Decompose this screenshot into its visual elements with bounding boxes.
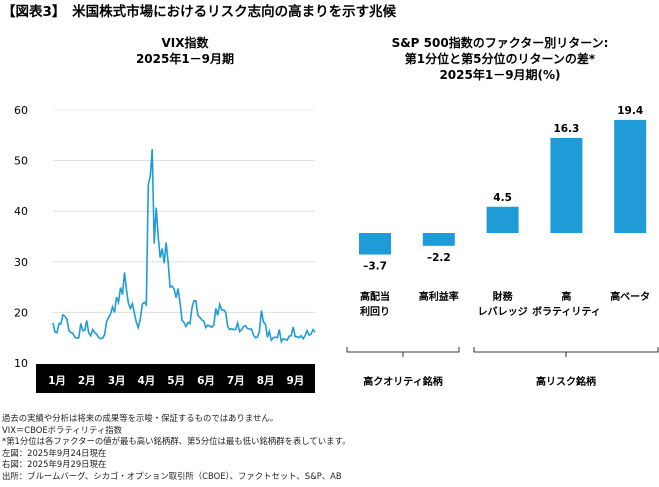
footnotes: 過去の実績や分析は将来の成果等を示唆・保証するものではありません。 VIX＝CB… [2,413,350,482]
category-label: 財務 [492,290,514,303]
x-tick-label: 4月 [137,375,155,387]
y-tick-label: 30 [14,256,28,269]
category-label: ボラティリティ [532,305,601,318]
factor-subtitle: 第1分位と第5分位のリターンの差* [404,52,596,66]
bar-value-label: 4.5 [493,192,512,204]
bar-value-label: 16.3 [553,123,579,135]
category-label: レバレッジ [478,306,528,318]
bar [614,119,647,233]
bar [359,233,391,255]
factor-subtitle2: 2025年1－9月期(%) [439,68,561,82]
note: 過去の実績や分析は将来の成果等を示唆・保証するものではありません。 [2,413,279,423]
group-label: 高クオリティ銘柄 [363,375,442,388]
y-tick-label: 60 [14,104,28,117]
bar [486,206,519,233]
x-tick-label: 6月 [197,375,215,387]
x-tick-label: 9月 [286,375,304,387]
bar-value-label: 19.4 [617,105,643,117]
note: VIX＝CBOEボラティリティ指数 [2,424,123,435]
vix-chart-title: VIX指数 2025年1－9月期 [90,35,280,67]
category-label: 高配当 [360,290,390,303]
group-bracket [346,347,460,357]
note: 出所：ブルームバーグ、シカゴ・オプション取引所（CBOE）、ファクトセット、S&… [2,470,342,481]
x-axis-band [36,364,315,393]
note: 左図：2025年9月24日現在 [2,447,107,458]
bar-value-label: –3.7 [363,261,387,273]
category-label: 高利益率 [419,290,459,303]
bar-value-label: –2.2 [427,252,451,264]
bar [422,233,455,246]
x-tick-label: 1月 [48,375,66,387]
note: *第1分位は各ファクターの値が最も高い銘柄群、第5分位は最も低い銘柄群を表してい… [2,436,351,446]
vix-line [52,148,316,344]
x-tick-label: 5月 [167,375,185,387]
category-label: 高ベータ [610,290,650,303]
category-label: 利回り [360,305,390,318]
vix-subtitle: 2025年1－9月期 [135,52,235,66]
group-label: 高リスク銘柄 [536,375,596,388]
x-tick-label: 8月 [257,375,275,387]
y-tick-label: 40 [14,205,28,218]
x-tick-label: 2月 [78,375,96,387]
vix-title: VIX指数 [161,36,209,50]
group-bracket [473,347,659,357]
y-tick-label: 50 [14,155,28,168]
y-tick-label: 10 [14,357,28,370]
note: 右図：2025年9月29日現在 [2,459,107,469]
category-label: 高 [561,290,571,303]
y-tick-label: 20 [14,306,28,319]
x-tick-label: 3月 [108,375,126,387]
bar [550,137,583,233]
factor-title: S&P 500指数のファクター別リターン: [391,36,609,50]
x-tick-label: 7月 [227,375,245,387]
factor-chart-title: S&P 500指数のファクター別リターン: 第1分位と第5分位のリターンの差* … [345,35,655,83]
figure-title: 【図表3】 米国株式市場におけるリスク志向の高まりを示す兆候 [2,4,397,20]
